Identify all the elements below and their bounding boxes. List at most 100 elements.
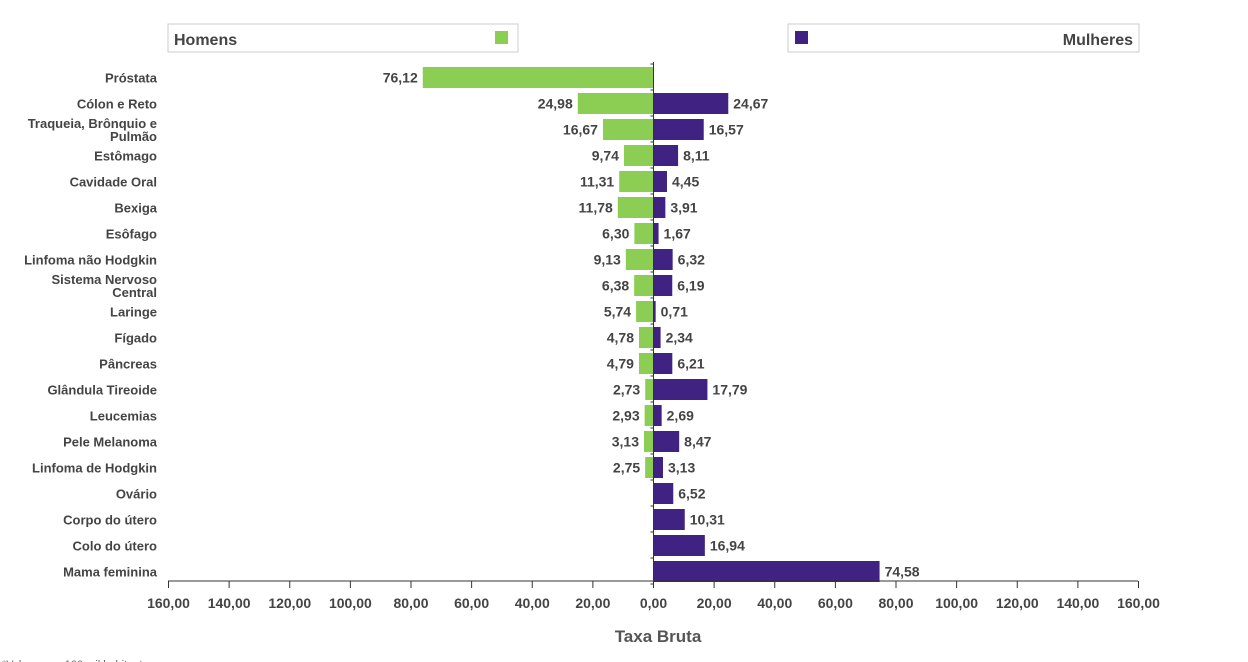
value-label-mulheres-laringe: 0,71 [661, 304, 688, 320]
x-tick-label: 120,00 [268, 595, 311, 611]
bar-homens-bexiga [617, 197, 654, 218]
value-label-homens-linfoma-de-hodgkin: 2,75 [613, 460, 640, 476]
bar-mulheres-linfoma-nao-hodgkin [653, 249, 673, 270]
bar-mulheres-leucemias [653, 405, 662, 426]
value-label-homens-pancreas: 4,79 [607, 356, 634, 372]
category-label-mama-feminina: Mama feminina [63, 565, 158, 580]
category-label-linfoma-de-hodgkin: Linfoma de Hodgkin [32, 461, 157, 476]
legend-box-homens [167, 23, 519, 53]
value-label-mulheres-mama-feminina: 74,58 [885, 564, 920, 580]
category-label-linfoma-nao-hodgkin: Linfoma não Hodgkin [24, 253, 157, 268]
value-label-mulheres-linfoma-nao-hodgkin: 6,32 [678, 252, 705, 268]
x-tick-label: 60,00 [818, 595, 853, 611]
bar-homens-esofago [634, 223, 654, 244]
category-label-pele-melanoma: Pele Melanoma [63, 435, 158, 450]
bar-homens-traqueia-bronquio-e-pulmao [602, 119, 654, 140]
value-label-mulheres-bexiga: 3,91 [670, 200, 697, 216]
bar-mulheres-traqueia-bronquio-e-pulmao [653, 119, 704, 140]
footnote: *Valores por 100 mil habitantes [2, 659, 155, 662]
value-label-homens-glandula-tireoide: 2,73 [613, 382, 640, 398]
category-label-corpo-do-utero: Corpo do útero [63, 513, 157, 528]
bar-homens-estomago [623, 145, 654, 166]
value-label-mulheres-corpo-do-utero: 10,31 [690, 512, 725, 528]
bar-mulheres-sistema-nervoso-central [653, 275, 673, 296]
bar-homens-laringe [636, 301, 654, 322]
bar-mulheres-ovario [653, 483, 674, 504]
bars [422, 67, 880, 582]
bar-mulheres-mama-feminina [653, 561, 880, 582]
value-label-mulheres-leucemias: 2,69 [667, 408, 694, 424]
legend: Homens Mulheres [167, 23, 1140, 53]
bar-homens-cavidade-oral [619, 171, 654, 192]
category-label-ovario: Ovário [116, 487, 157, 502]
value-label-homens-cavidade-oral: 11,31 [580, 174, 614, 190]
bar-mulheres-linfoma-de-hodgkin [653, 457, 663, 478]
x-tick-label: 140,00 [208, 595, 251, 611]
value-label-homens-linfoma-nao-hodgkin: 9,13 [594, 252, 621, 268]
legend-swatch-homens [495, 31, 508, 44]
bar-homens-figado [639, 327, 654, 348]
bar-homens-pancreas [638, 353, 654, 374]
value-label-homens-traqueia-bronquio-e-pulmao: 16,67 [563, 122, 598, 138]
legend-label-mulheres: Mulheres [1063, 32, 1133, 49]
value-label-homens-esofago: 6,30 [602, 226, 629, 242]
bar-homens-glandula-tireoide [645, 379, 654, 400]
bar-mulheres-glandula-tireoide [653, 379, 708, 400]
value-label-homens-estomago: 9,74 [592, 148, 619, 164]
bar-mulheres-cavidade-oral [653, 171, 667, 192]
x-tick-label: 140,00 [1056, 595, 1099, 611]
x-tick-label: 160,00 [1117, 595, 1160, 611]
value-label-mulheres-traqueia-bronquio-e-pulmao: 16,57 [709, 122, 744, 138]
bar-mulheres-colon-e-reto [653, 93, 729, 114]
x-axis: 160,00 140,00 120,00 100,00 80,00 60,00 40,00 2… [147, 62, 1160, 611]
value-label-mulheres-esofago: 1,67 [664, 226, 691, 242]
category-labels: Próstata Cólon e Reto Traqueia, Brônquio e… [24, 71, 158, 580]
value-label-mulheres-ovario: 6,52 [678, 486, 705, 502]
category-label-glandula-tireoide: Glândula Tireoide [47, 383, 157, 398]
value-labels: 76,12 24,98 16,67 9,74 11,31 11,78 6,30 9,13 6,3… [383, 70, 920, 580]
category-label-laringe: Laringe [110, 305, 157, 320]
legend-swatch-mulheres [795, 31, 808, 44]
bar-mulheres-bexiga [653, 197, 666, 218]
category-label-sistema-nervoso-central: Sistema Nervoso Central [52, 272, 158, 300]
legend-box-mulheres [787, 23, 1140, 53]
value-label-mulheres-pele-melanoma: 8,47 [684, 434, 711, 450]
bar-homens-sistema-nervoso-central [634, 275, 654, 296]
value-label-homens-colon-e-reto: 24,98 [538, 96, 573, 112]
bar-mulheres-estomago [653, 145, 679, 166]
value-label-homens-bexiga: 11,78 [579, 200, 613, 216]
x-tick-label: 20,00 [575, 595, 610, 611]
category-label-prostata: Próstata [105, 71, 158, 86]
value-label-mulheres-cavidade-oral: 4,45 [672, 174, 699, 190]
value-label-mulheres-glandula-tireoide: 17,79 [712, 382, 747, 398]
x-tick-label: 40,00 [515, 595, 550, 611]
category-label-estomago: Estômago [94, 149, 157, 164]
x-tick-label: 160,00 [147, 595, 190, 611]
value-label-mulheres-pancreas: 6,21 [677, 356, 704, 372]
x-tick-label: 120,00 [996, 595, 1039, 611]
value-label-mulheres-colo-do-utero: 16,94 [710, 538, 745, 554]
x-tick-label: 0,00 [640, 595, 667, 611]
x-tick-label: 100,00 [329, 595, 372, 611]
value-label-mulheres-figado: 2,34 [666, 330, 693, 346]
bar-homens-linfoma-de-hodgkin [645, 457, 654, 478]
category-label-pancreas: Pâncreas [99, 357, 157, 372]
bar-mulheres-pele-melanoma [653, 431, 680, 452]
value-label-mulheres-sistema-nervoso-central: 6,19 [677, 278, 704, 294]
bar-mulheres-esofago [653, 223, 659, 244]
bar-mulheres-laringe [653, 301, 656, 322]
category-label-esofago: Esôfago [106, 227, 157, 242]
bar-mulheres-figado [653, 327, 661, 348]
x-tick-label: 100,00 [935, 595, 978, 611]
value-label-homens-pele-melanoma: 3,13 [612, 434, 639, 450]
category-label-bexiga: Bexiga [114, 201, 157, 216]
bar-homens-prostata [422, 67, 654, 88]
category-label-leucemias: Leucemias [90, 409, 157, 424]
value-label-mulheres-linfoma-de-hodgkin: 3,13 [668, 460, 695, 476]
legend-label-homens: Homens [174, 32, 237, 49]
bar-homens-pele-melanoma [644, 431, 654, 452]
value-label-homens-sistema-nervoso-central: 6,38 [602, 278, 629, 294]
value-label-homens-prostata: 76,12 [383, 70, 418, 86]
x-tick-label: 80,00 [878, 595, 913, 611]
